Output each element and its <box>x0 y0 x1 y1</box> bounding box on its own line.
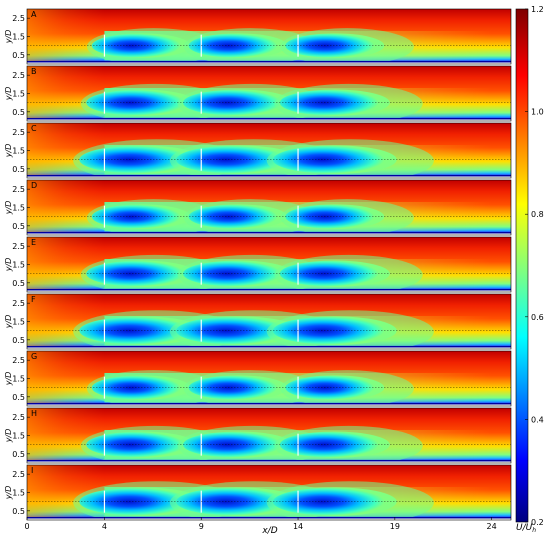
x-axis-label: x/D <box>261 526 277 536</box>
y-tick-label: 2.5 <box>12 356 25 365</box>
y-tick-label: 2.5 <box>12 242 25 251</box>
y-tick-label: 2.5 <box>12 14 25 23</box>
turbine-wake <box>274 425 423 463</box>
panel-A: A 0.5 1.5 2.5 y/D <box>4 8 512 65</box>
colorbar: 0.2 0.4 0.6 0.8 1.0 1.2 <box>515 5 544 527</box>
y-tick-label: 1.5 <box>12 261 25 270</box>
turbine-wake <box>280 199 414 235</box>
turbine-wake <box>266 481 434 520</box>
y-tick-label: 1.5 <box>12 147 25 156</box>
y-tick-label: 2.5 <box>12 128 25 137</box>
panel-letter: I <box>31 466 33 475</box>
turbine-wake <box>280 28 414 64</box>
panel-B: B 0.5 1.5 2.5 y/D <box>4 65 512 122</box>
colorbar-tick-label: 0.8 <box>531 210 544 219</box>
panel-C: C 0.5 1.5 2.5 y/D <box>4 122 512 179</box>
panel-letter: G <box>31 352 37 361</box>
panel-E: E 0.5 1.5 2.5 y/D <box>4 236 512 293</box>
y-axis-label: y/D <box>4 201 13 216</box>
y-tick-label: 1.5 <box>12 432 25 441</box>
panel-letter: F <box>31 295 36 304</box>
x-tick-label: 14 <box>293 522 303 531</box>
y-tick-label: 0.5 <box>12 222 25 231</box>
y-tick-label: 2.5 <box>12 470 25 479</box>
turbine-wake <box>266 139 434 178</box>
y-tick-label: 0.5 <box>12 51 25 60</box>
turbine-wake <box>274 254 423 292</box>
y-tick-label: 1.5 <box>12 318 25 327</box>
panel-G: G 0.5 1.5 2.5 y/D <box>4 350 512 407</box>
y-axis-label: y/D <box>4 30 13 45</box>
y-tick-label: 2.5 <box>12 299 25 308</box>
x-tick-label: 9 <box>199 522 204 531</box>
x-tick-label: 0 <box>24 522 29 531</box>
panels-group: A0.51.52.5y/DB0.51.52.5y/DC0.51.52.5y/DD… <box>4 8 512 521</box>
panel-letter: H <box>31 409 37 418</box>
y-tick-label: 2.5 <box>12 413 25 422</box>
panel-letter: E <box>31 238 36 247</box>
y-tick-label: 0.5 <box>12 507 25 516</box>
y-tick-label: 0.5 <box>12 336 25 345</box>
y-axis-label: y/D <box>4 87 13 102</box>
colorbar-label-main: U/U <box>516 523 533 533</box>
y-tick-label: 0.5 <box>12 393 25 402</box>
colorbar-tick-label: 1.0 <box>531 108 544 117</box>
x-tick-label: 4 <box>102 522 107 531</box>
y-axis-label: y/D <box>4 429 13 444</box>
panel-letter: D <box>31 181 37 190</box>
panel-D: D 0.5 1.5 2.5 y/D <box>4 179 512 236</box>
y-tick-label: 1.5 <box>12 204 25 213</box>
y-tick-label: 2.5 <box>12 185 25 194</box>
y-tick-label: 1.5 <box>12 375 25 384</box>
panel-I: I 0.5 1.5 2.5 y/D <box>4 464 512 521</box>
turbine-wake <box>274 83 423 121</box>
colorbar-gradient <box>515 8 529 523</box>
x-tick-label: 24 <box>487 522 497 531</box>
y-axis-label: y/D <box>4 486 13 501</box>
x-tick-label: 19 <box>390 522 400 531</box>
colorbar-tick-label: 1.2 <box>531 5 544 14</box>
y-axis-label: y/D <box>4 258 13 273</box>
y-axis-label: y/D <box>4 315 13 330</box>
panel-letter: A <box>31 10 37 19</box>
x-axis: 0 4 9 14 19 24 <box>24 517 497 531</box>
panel-letter: C <box>31 124 37 133</box>
y-tick-label: 1.5 <box>12 33 25 42</box>
y-tick-label: 0.5 <box>12 108 25 117</box>
y-tick-label: 2.5 <box>12 71 25 80</box>
colorbar-tick-label: 0.6 <box>531 313 544 322</box>
panel-F: F 0.5 1.5 2.5 y/D <box>4 293 512 350</box>
y-tick-label: 0.5 <box>12 165 25 174</box>
colorbar-label: U/Uh <box>516 523 536 534</box>
panel-letter: B <box>31 67 37 76</box>
y-tick-label: 0.5 <box>12 450 25 459</box>
turbine-wake <box>280 370 414 406</box>
panel-H: H 0.5 1.5 2.5 y/D <box>4 407 512 464</box>
y-tick-label: 1.5 <box>12 90 25 99</box>
colorbar-tick-label: 0.2 <box>531 518 544 527</box>
colorbar-tick-label: 0.4 <box>531 415 544 424</box>
y-tick-label: 0.5 <box>12 279 25 288</box>
y-axis-label: y/D <box>4 144 13 159</box>
colorbar-label-sub: h <box>532 527 536 534</box>
turbine-wake <box>266 310 434 349</box>
y-axis-label: y/D <box>4 372 13 387</box>
y-tick-label: 1.5 <box>12 489 25 498</box>
